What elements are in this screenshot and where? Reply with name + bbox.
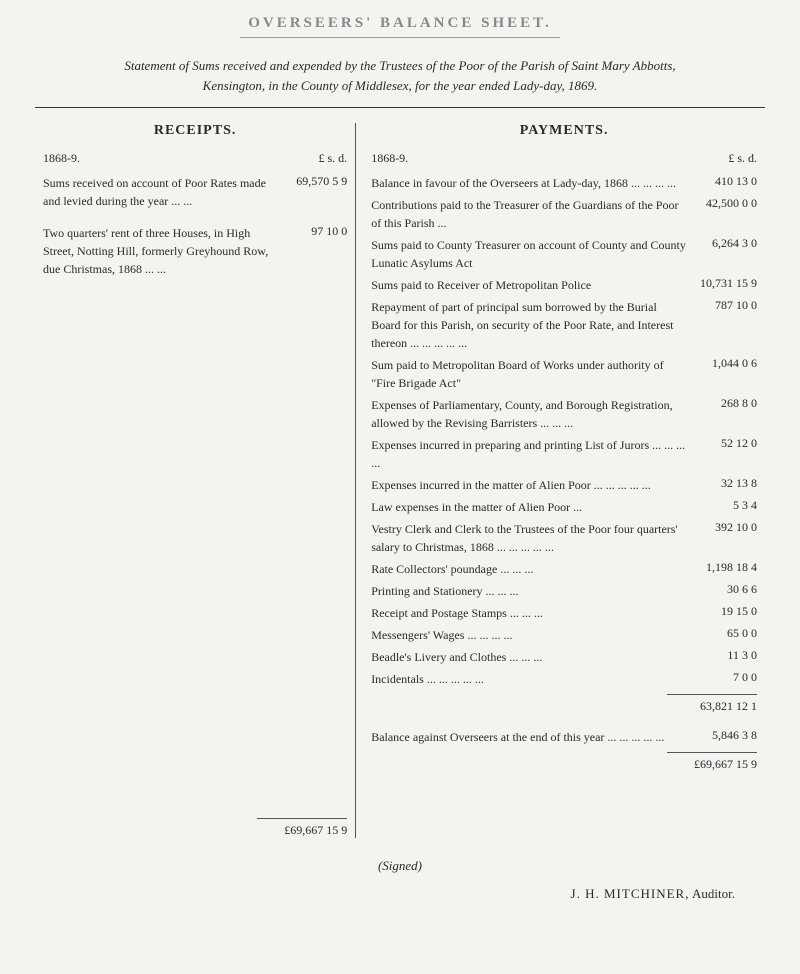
payment-item-16: Incidentals ... ... ... ... ... 7 0 0 — [371, 670, 757, 688]
signed-text: (Signed) — [35, 858, 765, 874]
payment-item-4: Repayment of part of principal sum borro… — [371, 298, 757, 352]
payment-label: Sums paid to County Treasurer on account… — [371, 236, 687, 272]
receipts-column: RECEIPTS. 1868-9. £ s. d. Sums received … — [35, 123, 356, 838]
payments-column: PAYMENTS. 1868-9. £ s. d. Balance in fav… — [356, 123, 765, 838]
payment-item-2: Sums paid to County Treasurer on account… — [371, 236, 757, 272]
payment-label: Sum paid to Metropolitan Board of Works … — [371, 356, 687, 392]
payment-amount: 6,264 3 0 — [687, 236, 757, 251]
main-title: OVERSEERS' BALANCE SHEET. — [35, 15, 765, 32]
auditor-title: Auditor. — [692, 886, 735, 901]
payment-label: Repayment of part of principal sum borro… — [371, 298, 687, 352]
receipt-amount: 97 10 0 — [277, 224, 347, 239]
payment-amount: 52 12 0 — [687, 436, 757, 451]
payment-amount: 268 8 0 — [687, 396, 757, 411]
payment-label: Expenses incurred in preparing and print… — [371, 436, 687, 472]
receipt-label: Two quarters' rent of three Houses, in H… — [43, 224, 277, 278]
payment-item-7: Expenses incurred in preparing and print… — [371, 436, 757, 472]
payment-item-8: Expenses incurred in the matter of Alien… — [371, 476, 757, 494]
payment-item-10: Vestry Clerk and Clerk to the Trustees o… — [371, 520, 757, 556]
payment-label: Receipt and Postage Stamps ... ... ... — [371, 604, 687, 622]
payments-total: £69,667 15 9 — [371, 757, 757, 772]
payments-total-amount: £69,667 15 9 — [686, 757, 757, 771]
payment-item-9: Law expenses in the matter of Alien Poor… — [371, 498, 757, 516]
payment-item-15: Beadle's Livery and Clothes ... ... ... … — [371, 648, 757, 666]
payment-amount: 392 10 0 — [687, 520, 757, 535]
title-underline — [240, 37, 560, 38]
receipts-header-row: 1868-9. £ s. d. — [43, 151, 347, 166]
balance-row: Balance against Overseers at the end of … — [371, 728, 757, 746]
payment-label: Balance in favour of the Overseers at La… — [371, 174, 687, 192]
payment-label: Beadle's Livery and Clothes ... ... ... — [371, 648, 687, 666]
receipts-year: 1868-9. — [43, 151, 80, 166]
payment-amount: 1,198 18 4 — [687, 560, 757, 575]
payment-item-0: Balance in favour of the Overseers at La… — [371, 174, 757, 192]
receipts-title: RECEIPTS. — [43, 123, 347, 139]
auditor-name: J. H. MITCHINER, — [571, 886, 690, 901]
payment-amount: 30 6 6 — [687, 582, 757, 597]
auditor-line: J. H. MITCHINER, Auditor. — [35, 886, 765, 902]
payment-amount: 7 0 0 — [687, 670, 757, 685]
payment-item-14: Messengers' Wages ... ... ... ... 65 0 0 — [371, 626, 757, 644]
columns-container: RECEIPTS. 1868-9. £ s. d. Sums received … — [35, 123, 765, 838]
payment-item-5: Sum paid to Metropolitan Board of Works … — [371, 356, 757, 392]
receipts-total-amount: £69,667 15 9 — [276, 823, 347, 837]
subtotal-amount: 63,821 12 1 — [687, 699, 757, 714]
payment-label: Contributions paid to the Treasurer of t… — [371, 196, 687, 232]
payments-title: PAYMENTS. — [371, 123, 757, 139]
main-divider — [35, 107, 765, 108]
receipt-label: Sums received on account of Poor Rates m… — [43, 174, 277, 210]
subtotal-row: 63,821 12 1 — [371, 699, 757, 714]
payments-year: 1868-9. — [371, 151, 408, 166]
payment-item-3: Sums paid to Receiver of Metropolitan Po… — [371, 276, 757, 294]
payments-header-row: 1868-9. £ s. d. — [371, 151, 757, 166]
payment-amount: 42,500 0 0 — [687, 196, 757, 211]
receipts-total: £69,667 15 9 — [43, 823, 347, 838]
payments-currency: £ s. d. — [728, 151, 757, 166]
payment-label: Rate Collectors' poundage ... ... ... — [371, 560, 687, 578]
payment-item-12: Printing and Stationery ... ... ... 30 6… — [371, 582, 757, 600]
receipt-item-1: Two quarters' rent of three Houses, in H… — [43, 224, 347, 278]
payment-label: Printing and Stationery ... ... ... — [371, 582, 687, 600]
payment-label: Incidentals ... ... ... ... ... — [371, 670, 687, 688]
balance-amount: 5,846 3 8 — [687, 728, 757, 743]
balance-label: Balance against Overseers at the end of … — [371, 728, 687, 746]
payment-item-6: Expenses of Parliamentary, County, and B… — [371, 396, 757, 432]
payment-amount: 10,731 15 9 — [687, 276, 757, 291]
statement-line-2: Kensington, in the County of Middlesex, … — [203, 78, 598, 93]
payment-amount: 19 15 0 — [687, 604, 757, 619]
receipts-sum-line — [257, 818, 347, 819]
payment-label: Messengers' Wages ... ... ... ... — [371, 626, 687, 644]
payment-label: Vestry Clerk and Clerk to the Trustees o… — [371, 520, 687, 556]
payment-label: Sums paid to Receiver of Metropolitan Po… — [371, 276, 687, 294]
payment-item-1: Contributions paid to the Treasurer of t… — [371, 196, 757, 232]
payment-amount: 11 3 0 — [687, 648, 757, 663]
receipts-currency: £ s. d. — [319, 151, 348, 166]
payment-amount: 787 10 0 — [687, 298, 757, 313]
payment-amount: 1,044 0 6 — [687, 356, 757, 371]
payment-label: Expenses of Parliamentary, County, and B… — [371, 396, 687, 432]
receipt-item-0: Sums received on account of Poor Rates m… — [43, 174, 347, 210]
payment-label: Law expenses in the matter of Alien Poor… — [371, 498, 687, 516]
payments-sum-line — [667, 752, 757, 753]
receipt-amount: 69,570 5 9 — [277, 174, 347, 189]
payment-amount: 32 13 8 — [687, 476, 757, 491]
payment-amount: 410 13 0 — [687, 174, 757, 189]
payment-amount: 65 0 0 — [687, 626, 757, 641]
statement-text: Statement of Sums received and expended … — [35, 56, 765, 95]
payment-item-13: Receipt and Postage Stamps ... ... ... 1… — [371, 604, 757, 622]
payment-label: Expenses incurred in the matter of Alien… — [371, 476, 687, 494]
statement-line-1: Statement of Sums received and expended … — [124, 58, 675, 73]
subtotal-line — [667, 694, 757, 695]
payment-item-11: Rate Collectors' poundage ... ... ... 1,… — [371, 560, 757, 578]
payment-amount: 5 3 4 — [687, 498, 757, 513]
